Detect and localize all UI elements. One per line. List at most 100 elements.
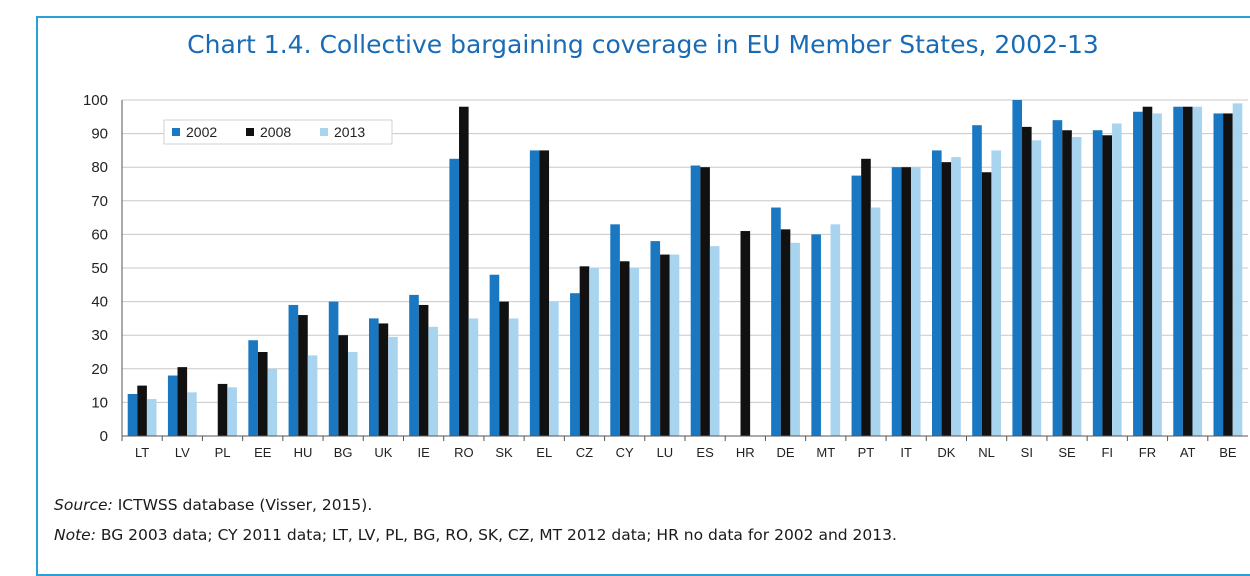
x-tick-label: FR (1139, 445, 1156, 460)
y-tick-label: 60 (91, 226, 108, 243)
bar-2002-FI (1092, 130, 1103, 437)
x-tick-label: BE (1219, 445, 1237, 460)
y-tick-label: 70 (91, 193, 108, 210)
bar-2008-RO (459, 106, 469, 436)
x-tick-label: SI (1021, 445, 1033, 460)
x-tick-label: BG (334, 445, 353, 460)
bar-2002-IT (891, 167, 902, 436)
x-tick-label: NL (978, 445, 995, 460)
bar-2008-AT (1182, 106, 1193, 436)
bar-2008-PL (217, 383, 228, 436)
x-tick-label: MT (816, 445, 835, 460)
bar-2013-UK (388, 336, 398, 436)
bar-2008-HR (740, 231, 751, 436)
bar-2002-SK (489, 274, 500, 436)
bar-2002-IE (409, 294, 419, 436)
bar-2008-SI (1022, 126, 1032, 436)
y-tick-label: 20 (91, 361, 108, 378)
bar-2002-HU (288, 304, 299, 436)
bar-2013-LV (187, 392, 197, 436)
bar-2002-MT (811, 234, 821, 436)
x-tick-label: LT (135, 445, 149, 460)
note-line: Note: BG 2003 data; CY 2011 data; LT, LV… (54, 526, 897, 544)
axes (121, 100, 1248, 441)
source-text: ICTWSS database (Visser, 2015). (112, 496, 373, 514)
bar-2008-DE (780, 229, 791, 436)
bar-2008-FI (1102, 135, 1113, 436)
y-tick-label: 90 (91, 126, 108, 143)
y-tick-label: 30 (91, 327, 108, 344)
x-tick-label: PT (858, 445, 875, 460)
bar-2008-CZ (579, 266, 590, 436)
x-tick-label: AT (1180, 445, 1196, 460)
x-tick-label: LV (175, 445, 190, 460)
bars (127, 100, 1243, 437)
bar-2013-DK (951, 157, 961, 436)
x-axis-ticks: LT LV PL EE HU BG UK IE RO SK EL CZ CY LU ES HR DE MT PT IT… (135, 445, 1237, 460)
legend-label-2013: 2013 (334, 124, 365, 140)
bar-2013-IE (428, 326, 439, 436)
bar-2013-SE (1071, 136, 1082, 436)
bar-2002-SE (1052, 120, 1063, 436)
y-tick-label: 100 (83, 92, 108, 109)
legend: 2002 2008 2013 (163, 119, 393, 145)
x-tick-label: CY (616, 445, 634, 460)
x-tick-label: SK (495, 445, 513, 460)
bar-2008-NL (981, 172, 992, 437)
bar-2002-BE (1213, 113, 1224, 436)
x-tick-label: FI (1101, 445, 1113, 460)
x-tick-label: EL (536, 445, 552, 460)
bar-2008-EL (539, 150, 550, 436)
bar-2013-PL (227, 387, 237, 436)
bar-2008-HU (298, 315, 308, 436)
bar-2008-SK (499, 301, 509, 436)
bar-2002-DE (771, 207, 781, 436)
bar-2008-BG (338, 335, 348, 436)
chart-title: Chart 1.4. Collective bargaining coverag… (187, 30, 1099, 59)
y-axis-ticks: 0 10 20 30 40 50 60 70 80 90 100 (83, 92, 108, 445)
bar-2008-IE (418, 304, 429, 436)
bar-2013-DE (790, 242, 800, 436)
bar-2013-LT (146, 399, 157, 436)
note-label: Note: (54, 526, 96, 544)
bar-2013-AT (1192, 106, 1203, 436)
bar-2008-LT (137, 385, 147, 436)
bar-2013-EE (267, 368, 278, 436)
bar-2002-SI (1012, 100, 1023, 436)
x-tick-label: HU (294, 445, 313, 460)
x-tick-label: IT (900, 445, 912, 460)
x-tick-label: LU (657, 445, 674, 460)
legend-box (163, 119, 393, 145)
bar-2002-AT (1173, 106, 1183, 436)
bar-2002-LT (127, 394, 138, 436)
source-label: Source: (54, 496, 113, 514)
bar-2002-LV (167, 375, 178, 436)
bar-2002-CZ (570, 293, 580, 436)
bar-2013-SK (508, 318, 519, 436)
bar-2008-PT (861, 158, 871, 437)
x-tick-label: PL (215, 445, 231, 460)
bar-2002-CY (610, 224, 620, 436)
bar-2008-LV (177, 367, 188, 436)
legend-swatch-2008 (246, 128, 254, 136)
x-tick-label: DE (777, 445, 795, 460)
bar-2008-SE (1062, 130, 1072, 437)
bar-2013-HU (307, 355, 318, 436)
bar-2013-CZ (589, 268, 599, 436)
bar-2013-FI (1112, 123, 1122, 437)
bar-2013-BG (347, 352, 358, 436)
bar-2008-FR (1142, 106, 1153, 436)
y-tick-label: 40 (91, 294, 108, 311)
bar-2013-EL (549, 301, 559, 436)
y-tick-label: 10 (91, 394, 108, 411)
bar-2013-ES (709, 246, 720, 436)
x-tick-label: HR (736, 445, 755, 460)
bar-2002-RO (449, 158, 460, 437)
note-text: BG 2003 data; CY 2011 data; LT, LV, PL, … (95, 526, 897, 544)
bar-2002-ES (690, 165, 701, 436)
bar-2002-BG (328, 301, 339, 436)
bar-chart: 0 10 20 30 40 50 60 70 80 90 100 LT LV PL EE HU BG UK IE R… (83, 92, 1248, 460)
bar-2013-NL (991, 150, 1002, 436)
bar-2013-IT (910, 167, 921, 436)
legend-swatch-2013 (320, 128, 328, 136)
